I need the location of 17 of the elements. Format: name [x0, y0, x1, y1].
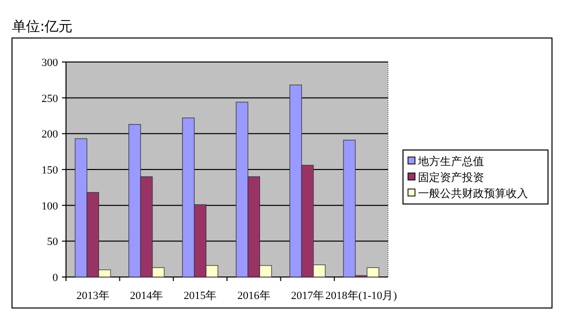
- x-tick-label: 2013年: [76, 290, 110, 302]
- x-tick-label: 2015年: [184, 290, 217, 302]
- x-tick-label: 2018年(1-10月): [325, 290, 398, 302]
- y-tick-label: 300: [42, 57, 58, 69]
- y-tick-label: 250: [42, 92, 58, 105]
- y-tick-label: 200: [42, 128, 58, 141]
- y-tick-label: 0: [52, 272, 58, 284]
- legend-label: 固定资产投资: [418, 171, 484, 184]
- y-axis-title: 单位:亿元: [12, 19, 73, 35]
- y-tick-label: 100: [42, 200, 58, 212]
- legend-label: 地方生产总值: [417, 155, 484, 168]
- legend-label: 一般公共财政预算收入: [418, 187, 528, 200]
- x-tick-label: 2014年: [130, 290, 163, 302]
- x-tick-label: 2017年: [291, 290, 324, 302]
- y-tick-label: 50: [47, 236, 58, 248]
- y-tick-label: 150: [42, 164, 58, 176]
- x-tick-label: 2016年: [237, 290, 270, 302]
